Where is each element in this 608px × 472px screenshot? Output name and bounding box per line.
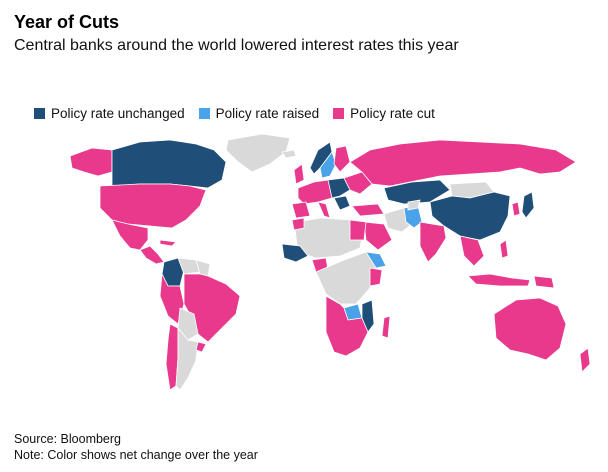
region-balkans: [333, 195, 351, 211]
region-indonesia: [467, 273, 531, 287]
chart-subtitle: Central banks around the world lowered i…: [14, 37, 459, 54]
region-afghanistan: [407, 199, 421, 211]
legend-label-raised: Policy rate raised: [215, 106, 320, 121]
region-mozambique: [361, 299, 375, 333]
region-iberia: [291, 201, 311, 219]
region-madagascar: [381, 315, 391, 339]
region-morocco: [291, 217, 305, 231]
region-alaska: [69, 147, 113, 177]
region-sweden: [319, 151, 337, 179]
region-new-zealand: [579, 347, 591, 373]
region-se-asia: [459, 235, 485, 267]
region-argentina: [175, 327, 199, 391]
region-ethiopia: [365, 251, 387, 269]
region-greenland: [225, 133, 291, 173]
legend-label-unchanged: Policy rate unchanged: [51, 106, 185, 121]
region-korea: [511, 201, 521, 217]
region-iceland: [281, 149, 297, 159]
region-egypt: [349, 219, 367, 241]
region-kenya: [369, 267, 383, 287]
region-australia: [493, 297, 567, 361]
region-west-africa: [281, 243, 309, 263]
legend-swatch-unchanged: [34, 108, 45, 119]
chart-title: Year of Cuts: [14, 12, 120, 32]
legend-swatch-cut: [333, 108, 345, 119]
legend-label-cut: Policy rate cut: [350, 106, 435, 121]
region-uruguay: [195, 341, 207, 353]
region-papua: [533, 275, 555, 289]
region-mexico: [111, 219, 149, 251]
region-russia: [349, 139, 577, 187]
region-finland: [333, 145, 351, 173]
region-canada: [111, 139, 227, 189]
region-eastern-europe: [343, 171, 373, 195]
legend: Policy rate unchanged Policy rate raised…: [34, 106, 435, 121]
region-caribbean: [159, 239, 177, 247]
legend-swatch-raised: [198, 108, 210, 119]
region-italy: [317, 201, 331, 219]
region-central-europe: [327, 177, 351, 199]
source-note: Source: Bloomberg: [14, 432, 122, 446]
region-kazakhstan: [383, 179, 451, 205]
region-india: [419, 221, 447, 263]
region-philippines: [499, 239, 509, 259]
legend-item-unchanged: Policy rate unchanged: [34, 106, 185, 121]
legend-item-raised: Policy rate raised: [198, 106, 320, 121]
region-central-africa: [315, 251, 377, 305]
region-japan: [521, 191, 535, 219]
region-uk: [293, 163, 305, 185]
world-map: [69, 133, 591, 391]
region-china: [429, 191, 511, 241]
footnote: Note: Color shows net change over the ye…: [14, 448, 258, 462]
region-bolivia: [177, 307, 199, 341]
region-turkey: [351, 203, 385, 217]
legend-item-cut: Policy rate cut: [333, 106, 435, 121]
region-central-america: [139, 245, 165, 265]
region-saudi: [363, 221, 393, 251]
